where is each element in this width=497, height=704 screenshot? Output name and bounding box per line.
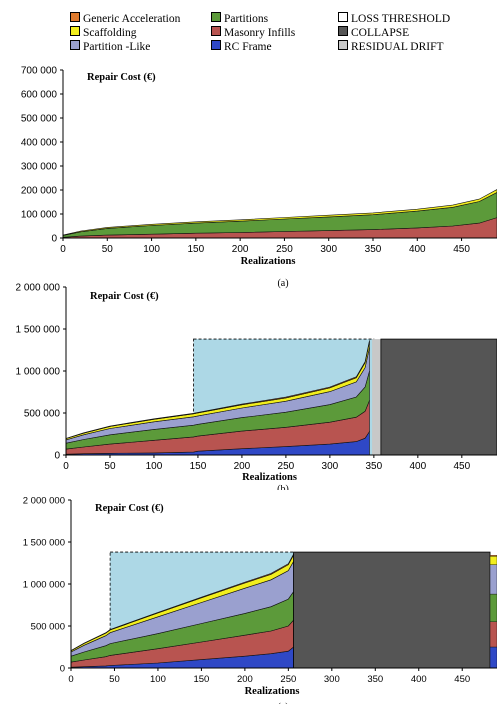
- legend-label: COLLAPSE: [351, 27, 410, 39]
- x-tick-label: 400: [409, 461, 426, 472]
- x-tick-label: 350: [366, 461, 383, 472]
- y-tick-label: 100 000: [21, 210, 58, 221]
- y-tick-label: 700 000: [21, 66, 58, 77]
- x-tick-label: 250: [280, 674, 296, 685]
- y-tick-label: 2 000 000: [16, 283, 61, 294]
- legend-item: LOSS THRESHOLD: [338, 12, 450, 25]
- tail-segment-partition-like: [489, 564, 497, 595]
- x-tick-label: 450: [454, 674, 470, 685]
- tail-segment-generic-accel: [489, 555, 497, 557]
- x-axis-label: Realizations: [242, 472, 297, 483]
- legend-swatch: [70, 26, 80, 36]
- x-tick-label: 150: [188, 244, 205, 255]
- x-tick-label: 250: [276, 244, 293, 255]
- tail-segment-scaffolding: [489, 556, 497, 565]
- collapse-block: [293, 551, 491, 669]
- legend-swatch: [70, 12, 80, 22]
- x-tick-label: 150: [190, 461, 207, 472]
- panel-caption: (c): [277, 702, 288, 704]
- x-tick-label: 100: [150, 674, 166, 685]
- x-tick-label: 150: [193, 674, 209, 685]
- panel-caption: (a): [277, 278, 288, 289]
- x-tick-label: 200: [237, 674, 253, 685]
- y-tick-label: 0: [60, 664, 65, 675]
- x-axis-label: Realizations: [245, 686, 300, 697]
- x-tick-label: 100: [143, 244, 160, 255]
- x-tick-label: 50: [104, 461, 116, 472]
- legend-swatch: [211, 26, 221, 36]
- y-tick-label: 1 000 000: [16, 367, 61, 378]
- x-tick-label: 200: [234, 461, 251, 472]
- tail-segment-masonry: [489, 621, 497, 648]
- chart-panel-a: 0 100 000 200 000 300 000 400 000 500 000 600 …: [21, 66, 497, 289]
- area-series-generic-accel: [65, 340, 370, 440]
- legend-label: Generic Acceleration: [83, 13, 181, 25]
- y-tick-label: 1 500 000: [16, 325, 61, 336]
- legend-label: LOSS THRESHOLD: [351, 13, 451, 25]
- y-tick-label: 500 000: [24, 409, 61, 420]
- y-tick-label: 2 000 000: [23, 496, 65, 507]
- x-tick-label: 300: [324, 674, 340, 685]
- y-tick-label: 1 000 000: [23, 580, 65, 591]
- legend-item: Generic Acceleration: [70, 12, 180, 25]
- legend-item: RC Frame: [211, 40, 272, 53]
- x-tick-label: 200: [232, 244, 249, 255]
- chart-title: Repair Cost (€): [87, 72, 156, 83]
- x-tick-label: 300: [322, 461, 339, 472]
- tail-segment-rc-frame: [489, 646, 497, 669]
- x-tick-label: 300: [320, 244, 337, 255]
- legend-item: COLLAPSE: [338, 26, 409, 39]
- x-tick-label: 400: [409, 244, 426, 255]
- legend-swatch: [211, 40, 221, 50]
- legend: Generic Acceleration Partitions LOSS THRES…: [0, 0, 497, 58]
- legend-label: RC Frame: [224, 41, 272, 53]
- legend-label: Scaffolding: [83, 27, 137, 39]
- chart-panel-b: 0 500 000 1 000 000 1 500 000 2 000 000 0 50 10…: [16, 283, 497, 490]
- legend-swatch: [338, 26, 348, 36]
- legend-label: Partition -Like: [83, 41, 151, 53]
- area-series-scaffolding: [62, 189, 497, 236]
- x-tick-label: 100: [146, 461, 163, 472]
- x-tick-label: 450: [453, 461, 470, 472]
- legend-swatch: [70, 40, 80, 50]
- x-tick-label: 250: [278, 461, 295, 472]
- legend-item: RESIDUAL DRIFT: [338, 40, 444, 53]
- legend-item: Partitions: [211, 12, 268, 25]
- legend-swatch: [211, 12, 221, 22]
- x-tick-label: 450: [453, 244, 470, 255]
- y-tick-label: 600 000: [21, 90, 58, 101]
- legend-item: Masonry Infills: [211, 26, 295, 39]
- legend-label: RESIDUAL DRIFT: [351, 41, 444, 53]
- legend-swatch: [338, 12, 348, 22]
- legend-label: Partitions: [224, 13, 269, 25]
- y-tick-label: 1 500 000: [23, 538, 65, 549]
- chart-title: Repair Cost (€): [90, 291, 159, 302]
- panel-caption: (b): [277, 484, 289, 490]
- x-tick-label: 50: [109, 674, 120, 685]
- x-tick-label: 350: [365, 244, 382, 255]
- legend-item: Partition -Like: [70, 40, 150, 53]
- x-tick-label: 0: [60, 244, 66, 255]
- x-tick-label: 50: [102, 244, 114, 255]
- tail-segment-partitions: [489, 593, 497, 623]
- y-tick-label: 300 000: [21, 162, 58, 173]
- legend-item: Scaffolding: [70, 26, 136, 39]
- legend-label: Masonry Infills: [224, 27, 296, 39]
- y-tick-label: 200 000: [21, 186, 58, 197]
- x-tick-label: 0: [63, 461, 69, 472]
- x-tick-label: 400: [411, 674, 427, 685]
- x-tick-label: 350: [367, 674, 383, 685]
- y-tick-label: 500 000: [21, 114, 58, 125]
- x-axis-label: Realizations: [241, 256, 296, 267]
- chart-title: Repair Cost (€): [95, 503, 164, 514]
- y-tick-label: 500 000: [31, 622, 65, 633]
- y-tick-label: 400 000: [21, 138, 58, 149]
- y-tick-label: 0: [51, 234, 57, 245]
- collapse-block: [380, 338, 497, 456]
- legend-swatch: [338, 40, 348, 50]
- residual-drift-block: [372, 339, 381, 455]
- y-tick-label: 0: [54, 451, 60, 462]
- x-tick-label: 0: [68, 674, 73, 685]
- chart-panel-c: 0 500 000 1 000 000 1 500 000 2 000 000 0 50 10…: [23, 496, 497, 704]
